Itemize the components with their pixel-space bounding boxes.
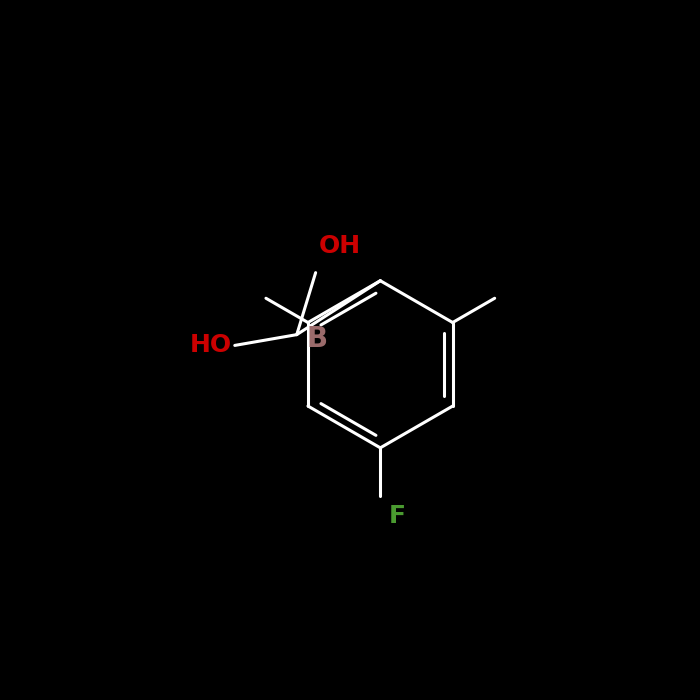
Text: HO: HO <box>190 333 232 358</box>
Text: B: B <box>307 325 328 353</box>
Text: OH: OH <box>318 234 360 258</box>
Text: F: F <box>389 505 405 528</box>
